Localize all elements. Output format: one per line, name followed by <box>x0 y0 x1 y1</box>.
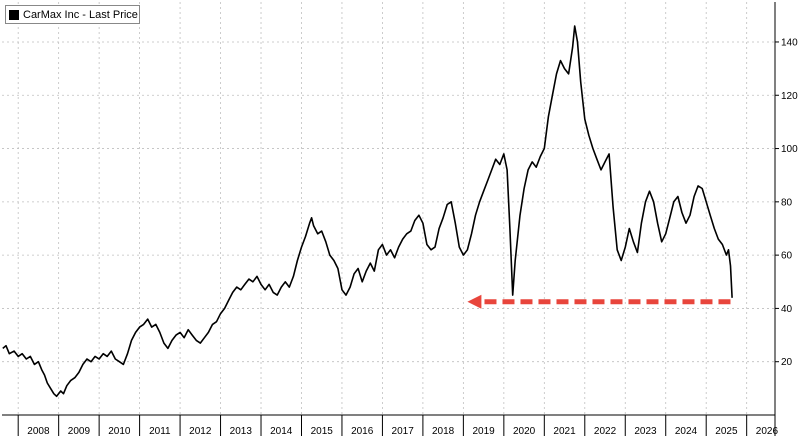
legend: CarMax Inc - Last Price <box>5 5 140 24</box>
y-tick-label: 40 <box>781 304 793 315</box>
arrow-head <box>467 294 482 309</box>
series-layer <box>2 25 733 398</box>
arrow-layer <box>467 294 731 309</box>
y-tick-label: 60 <box>781 251 793 262</box>
y-tick-label: 140 <box>781 37 798 48</box>
x-tick-label: 2009 <box>68 426 91 437</box>
x-tick-label: 2012 <box>189 426 212 437</box>
x-tick-label: 2011 <box>149 426 171 437</box>
x-tick-label: 2017 <box>392 426 415 437</box>
x-tick-label: 2021 <box>553 426 576 437</box>
x-tick-label: 2026 <box>756 426 779 437</box>
x-tick-label: 2015 <box>311 426 334 437</box>
x-tick-label: 2020 <box>513 426 536 437</box>
x-tick-label: 2013 <box>230 426 253 437</box>
legend-swatch <box>9 9 19 20</box>
y-tick-label: 20 <box>781 357 793 368</box>
x-tick-label: 2018 <box>432 426 455 437</box>
x-tick-label: 2016 <box>351 426 374 437</box>
x-tick-label: 2010 <box>108 426 131 437</box>
x-tick-label: 2019 <box>472 426 495 437</box>
x-tick-label: 2014 <box>270 426 293 437</box>
price-series-line <box>2 25 733 398</box>
legend-label: CarMax Inc - Last Price <box>23 8 138 21</box>
x-tick-label: 2008 <box>27 426 50 437</box>
y-tick-label: 80 <box>781 197 793 208</box>
x-tick-label: 2025 <box>715 426 738 437</box>
grid-layer <box>2 2 775 415</box>
x-tick-label: 2022 <box>594 426 617 437</box>
axis-layer: 20 40 60 80 100 120 140 2008 2009 2010 2011 2012 201… <box>2 2 798 437</box>
x-tick-label: 2023 <box>634 426 657 437</box>
y-tick-label: 100 <box>781 144 798 155</box>
x-tick-label: 2024 <box>675 426 698 437</box>
y-tick-label: 120 <box>781 91 798 102</box>
